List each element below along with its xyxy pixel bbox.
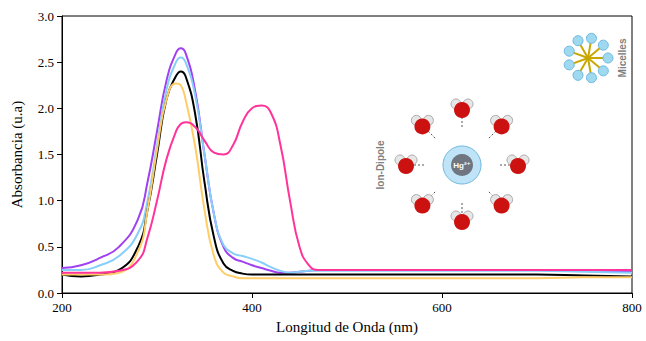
- svg-text:2.0: 2.0: [38, 101, 54, 116]
- svg-text:1.5: 1.5: [38, 147, 54, 162]
- svg-text:0.0: 0.0: [38, 286, 54, 301]
- svg-text:3.0: 3.0: [38, 9, 54, 24]
- svg-text:800: 800: [622, 300, 642, 315]
- svg-text:Hg²⁺: Hg²⁺: [453, 161, 471, 170]
- svg-text:200: 200: [52, 300, 72, 315]
- svg-text:Micelles: Micelles: [617, 38, 628, 77]
- svg-text:Longitud de Onda (nm): Longitud de Onda (nm): [276, 319, 418, 336]
- svg-text:2.5: 2.5: [38, 55, 54, 70]
- svg-text:Ion-Dipole: Ion-Dipole: [375, 140, 386, 189]
- svg-text:0.5: 0.5: [38, 239, 54, 254]
- svg-text:400: 400: [242, 300, 262, 315]
- svg-text:Absorbancia (u.a): Absorbancia (u.a): [9, 101, 26, 208]
- svg-text:600: 600: [432, 300, 452, 315]
- svg-text:1.0: 1.0: [38, 193, 54, 208]
